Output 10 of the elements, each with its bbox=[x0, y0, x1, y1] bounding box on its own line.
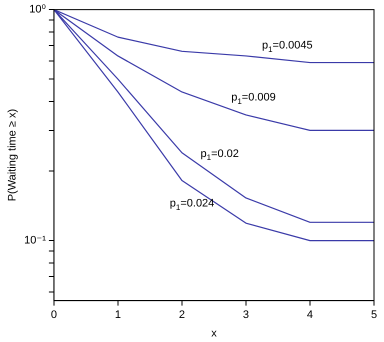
y-axis-title: P(Waiting time ≥ x) bbox=[6, 108, 19, 202]
x-tick-label: 0 bbox=[50, 309, 57, 322]
y-tick-label: 10⁰ bbox=[29, 4, 46, 16]
x-axis-title: x bbox=[211, 327, 218, 340]
x-tick-label: 5 bbox=[370, 309, 378, 322]
x-tick-label: 4 bbox=[306, 309, 314, 322]
y-tick-label: 10⁻¹ bbox=[24, 234, 46, 247]
x-tick-label: 3 bbox=[242, 309, 250, 322]
x-tick-label: 1 bbox=[114, 309, 121, 322]
x-tick-label: 2 bbox=[178, 309, 186, 322]
